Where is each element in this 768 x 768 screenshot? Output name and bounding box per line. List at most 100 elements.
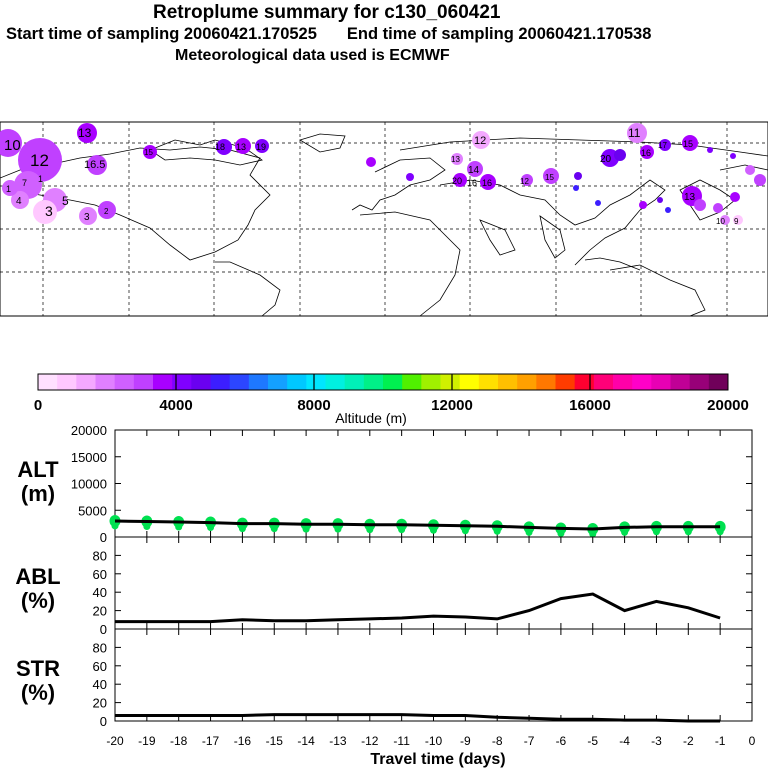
alt-marker-spread xyxy=(430,526,437,534)
altitude-colorbar: 0 4000 8000 12000 16000 20000 Altitude (m) xyxy=(34,373,749,426)
x-tick-label: 0 xyxy=(749,734,756,748)
map-label: 1 xyxy=(38,174,43,184)
x-tick-label: -16 xyxy=(234,734,252,748)
map-label: 10 xyxy=(4,137,21,154)
x-tick-label: -4 xyxy=(619,734,630,748)
map-label: 15 xyxy=(144,148,153,157)
x-tick-label: -17 xyxy=(202,734,220,748)
panel-frame xyxy=(114,628,753,722)
end-time-label: End time of sampling 20060421.170538 xyxy=(346,25,652,43)
map-label: 1 xyxy=(6,184,11,194)
colorbar-swatch xyxy=(95,374,116,390)
colorbar-tick-label: 16000 xyxy=(569,397,611,414)
colorbar-swatch xyxy=(38,374,58,390)
map-label: 3 xyxy=(84,212,90,223)
colorbar-frame xyxy=(37,373,729,391)
x-tick-label: -11 xyxy=(393,734,410,748)
colorbar-swatch xyxy=(555,374,576,390)
panel-alt: 0 5000 10000 15000 20000 ALT (m) xyxy=(17,423,753,545)
figure-title: Retroplume summary for c130_060421 xyxy=(153,2,501,23)
colorbar-swatch xyxy=(57,374,77,390)
x-tick-label: -6 xyxy=(556,734,567,748)
map-label: 16 xyxy=(467,178,477,188)
colorbar-swatch xyxy=(651,374,671,390)
map-label: 14 xyxy=(468,165,480,176)
map-label: 13 xyxy=(684,192,696,203)
alt-marker-spread xyxy=(334,525,342,533)
sampling-times: Start time of sampling 20060421.170525 En… xyxy=(6,25,768,44)
map-label: 19 xyxy=(256,142,266,152)
colorbar-swatch xyxy=(613,374,633,390)
alt-marker-spread xyxy=(270,525,278,533)
y-tick-label: 0 xyxy=(100,530,107,545)
alt-marker-spread xyxy=(238,525,246,533)
colorbar-swatch xyxy=(574,374,595,390)
alt-marker-spread xyxy=(302,525,310,533)
abl-line xyxy=(115,592,721,624)
colorbar-axis-label: Altitude (m) xyxy=(335,410,407,426)
alt-marker-spread xyxy=(366,526,374,534)
colorbar-swatch xyxy=(402,374,422,390)
y-tick-label: 20 xyxy=(93,696,107,711)
plume-markers xyxy=(0,123,766,225)
colorbar-swatch xyxy=(383,374,403,390)
x-tick-label: -20 xyxy=(106,734,124,748)
y-tick-label: 80 xyxy=(93,548,107,563)
colorbar-swatch xyxy=(325,374,346,390)
map-label: 15 xyxy=(545,173,554,182)
y-axis-label: ALT (m) xyxy=(17,457,59,506)
alt-marker-spread xyxy=(716,528,724,536)
x-tick-label: -9 xyxy=(460,734,471,748)
y-axis-label-line: STR xyxy=(16,656,60,681)
y-tick-label: 80 xyxy=(93,640,107,655)
colorbar-swatch xyxy=(153,374,173,390)
map-label: 16 xyxy=(482,178,492,188)
colorbar-tick-label: 0 xyxy=(34,397,42,414)
start-time-label: Start time of sampling 20060421.170525 xyxy=(6,25,317,43)
x-tick-label: -18 xyxy=(170,734,188,748)
colorbar-tick-label: 20000 xyxy=(707,397,749,414)
colorbar-swatch xyxy=(632,374,652,390)
y-tick-label: 20 xyxy=(93,604,107,619)
alt-marker-spread xyxy=(557,529,565,537)
colorbar-tick-label: 4000 xyxy=(159,397,192,414)
colorbar-swatch xyxy=(670,374,691,390)
y-tick-label: 15000 xyxy=(71,450,107,465)
map-label: 13 xyxy=(78,126,92,140)
map-frame xyxy=(0,121,768,317)
x-axis-label: Travel time (days) xyxy=(370,751,505,768)
y-tick-label: 0 xyxy=(100,622,107,637)
y-tick-label: 60 xyxy=(93,567,107,582)
map-label: 12 xyxy=(474,135,486,147)
map-label: 4 xyxy=(16,196,22,207)
colorbar-tick-label: 8000 xyxy=(297,397,330,414)
colorbar-swatch xyxy=(191,374,211,390)
colorbar-swatch xyxy=(287,374,307,390)
colorbar-swatch xyxy=(440,374,461,390)
colorbar-swatch xyxy=(498,374,518,390)
colorbar-swatch xyxy=(133,374,154,390)
x-tick-label: -10 xyxy=(425,734,443,748)
colorbar-swatch xyxy=(593,374,614,390)
coastlines xyxy=(0,133,768,317)
y-axis-label-line: (%) xyxy=(21,680,55,705)
colorbar-tick-label: 12000 xyxy=(431,397,473,414)
x-tick-label: -14 xyxy=(297,734,315,748)
alt-marker-spread xyxy=(143,522,151,530)
colorbar-swatch xyxy=(708,374,729,390)
x-tick-label: -2 xyxy=(683,734,694,748)
alt-marker-spread xyxy=(684,528,692,536)
met-data-line: Meteorological data used is ECMWF xyxy=(175,47,450,64)
map-label: 20 xyxy=(452,176,462,186)
x-tick-label: -5 xyxy=(587,734,598,748)
map-label: 15 xyxy=(683,139,693,149)
x-tick-label: -7 xyxy=(524,734,535,748)
alt-marker-spread xyxy=(175,523,183,531)
y-tick-label: 40 xyxy=(93,677,107,692)
y-axis-label-line: (%) xyxy=(21,588,55,613)
y-tick-label: 40 xyxy=(93,585,107,600)
colorbar-swatch xyxy=(306,374,326,390)
